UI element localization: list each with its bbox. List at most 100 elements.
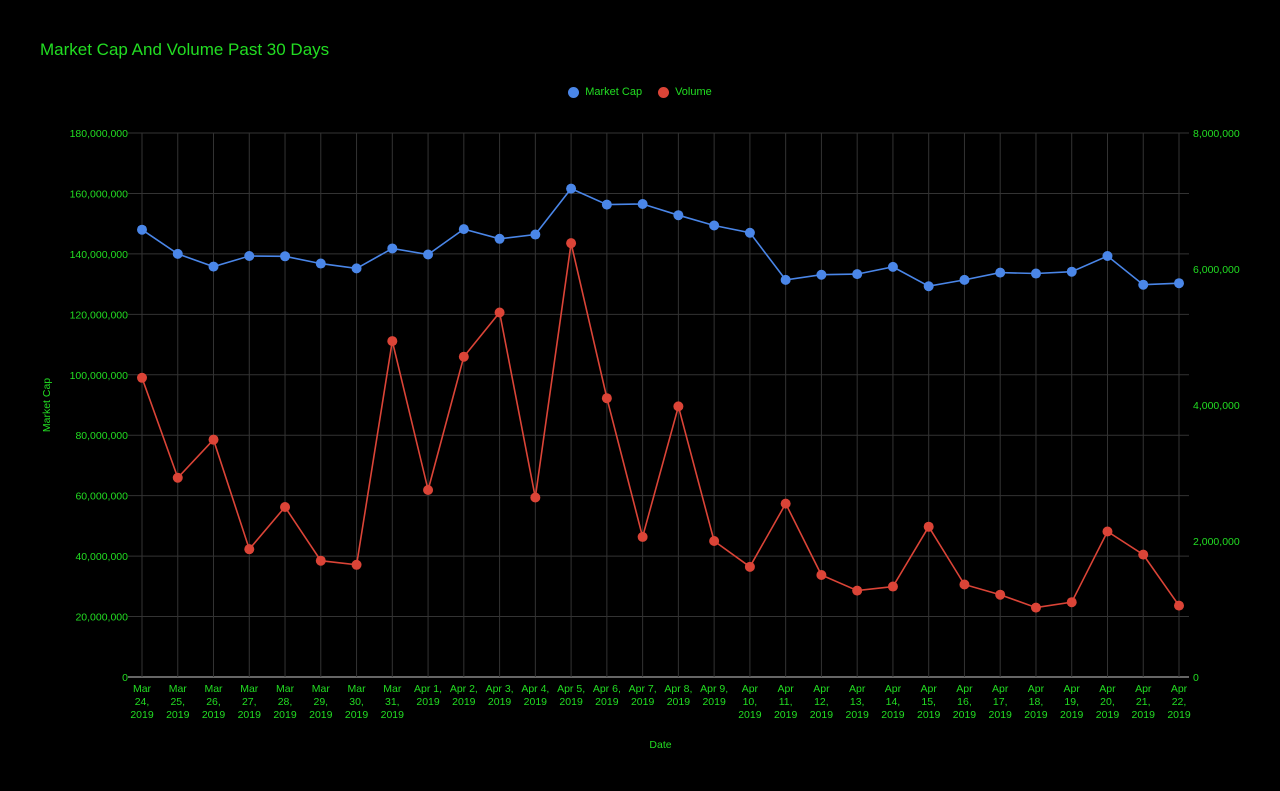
x-tick-label: Apr 5, 2019 [557, 683, 585, 708]
x-tick-label: Apr 9, 2019 [700, 683, 728, 708]
data-point-market-cap [423, 249, 434, 260]
series-line-market-cap [141, 187, 1180, 288]
y2-tick-label: 6,000,000 [1193, 264, 1240, 276]
data-point-volume [387, 336, 398, 347]
x-tick-label: Apr 4, 2019 [521, 683, 549, 708]
data-point-volume [995, 589, 1006, 600]
data-point-volume [1138, 549, 1149, 560]
data-point-volume [601, 393, 612, 404]
data-point-market-cap [351, 263, 362, 274]
x-tick-label: Apr 21, 2019 [1132, 683, 1156, 721]
x-tick-label: Apr 17, 2019 [989, 683, 1013, 721]
data-point-market-cap [280, 251, 291, 262]
data-point-market-cap [601, 199, 612, 210]
data-point-volume [816, 570, 827, 580]
data-point-volume [887, 581, 898, 592]
data-point-volume [208, 434, 219, 445]
y-tick-label: 80,000,000 [75, 430, 128, 442]
data-point-market-cap [244, 251, 255, 262]
y-tick-label: 20,000,000 [75, 612, 128, 624]
data-point-volume [351, 559, 362, 570]
legend: Market Cap Volume [0, 86, 1280, 98]
x-tick-label: Apr 11, 2019 [774, 683, 798, 721]
data-point-volume [959, 579, 970, 590]
chart-title: Market Cap And Volume Past 30 Days [40, 40, 330, 59]
y2-tick-label: 4,000,000 [1193, 400, 1240, 412]
x-axis-title: Date [649, 739, 671, 751]
data-point-market-cap [816, 269, 827, 280]
legend-label-market-cap: Market Cap [585, 86, 643, 98]
data-point-market-cap [959, 274, 970, 285]
data-point-market-cap [923, 281, 934, 292]
data-point-market-cap [744, 227, 755, 238]
data-point-volume [1102, 526, 1113, 537]
data-point-volume [780, 498, 791, 509]
data-point-market-cap [637, 199, 648, 210]
y2-tick-label: 8,000,000 [1193, 128, 1240, 140]
x-tick-label: Apr 6, 2019 [593, 683, 621, 708]
x-tick-label: Apr 12, 2019 [810, 683, 834, 721]
x-tick-label: Apr 19, 2019 [1060, 683, 1084, 721]
x-tick-label: Apr 22, 2019 [1167, 683, 1191, 721]
data-point-market-cap [566, 183, 577, 194]
y2-tick-label: 2,000,000 [1193, 536, 1240, 548]
legend-label-volume: Volume [675, 86, 712, 98]
data-point-market-cap [780, 274, 791, 285]
data-point-market-cap [709, 220, 720, 231]
legend-marker-market-cap [568, 86, 580, 98]
data-point-volume [530, 492, 541, 503]
x-tick-label: Mar 31, 2019 [381, 683, 405, 721]
x-tick-label: Apr 8, 2019 [664, 683, 692, 708]
y-tick-label: 140,000,000 [70, 249, 129, 261]
data-point-volume [458, 351, 469, 362]
data-point-volume [852, 585, 863, 596]
x-tick-label: Mar 30, 2019 [345, 683, 369, 721]
data-point-volume [1030, 602, 1041, 613]
x-tick-label: Apr 15, 2019 [917, 683, 941, 721]
x-tick-label: Mar 29, 2019 [309, 683, 333, 721]
data-point-volume [315, 555, 326, 566]
data-point-market-cap [995, 267, 1006, 278]
data-point-market-cap [172, 248, 183, 259]
data-point-volume [244, 544, 255, 555]
data-point-volume [280, 502, 291, 512]
x-tick-label: Mar 25, 2019 [166, 683, 190, 721]
data-point-market-cap [852, 269, 863, 280]
x-tick-label: Mar 26, 2019 [202, 683, 226, 721]
x-tick-label: Mar 27, 2019 [238, 683, 262, 721]
y-tick-label: 60,000,000 [75, 491, 128, 503]
data-point-market-cap [887, 261, 898, 272]
legend-marker-volume [658, 86, 670, 98]
x-tick-label: Mar 24, 2019 [130, 683, 154, 721]
legend-item-market-cap[interactable]: Market Cap [568, 86, 642, 98]
x-tick-label: Apr 13, 2019 [845, 683, 869, 721]
data-point-market-cap [137, 224, 147, 235]
y-tick-label: 180,000,000 [70, 128, 129, 140]
data-point-market-cap [494, 233, 505, 244]
data-point-market-cap [1174, 278, 1184, 289]
x-tick-label: Mar 28, 2019 [273, 683, 297, 721]
x-tick-label: Apr 7, 2019 [629, 683, 657, 708]
data-point-market-cap [1138, 279, 1149, 290]
y2-tick-label: 0 [1193, 672, 1199, 684]
data-point-market-cap [673, 210, 684, 221]
data-point-market-cap [458, 224, 469, 235]
data-point-volume [1066, 597, 1077, 608]
data-point-volume [709, 536, 720, 546]
legend-item-volume[interactable]: Volume [658, 86, 712, 98]
data-point-market-cap [1030, 268, 1041, 279]
data-point-market-cap [1066, 266, 1077, 277]
data-point-volume [423, 485, 434, 495]
data-point-volume [1174, 600, 1184, 611]
data-point-market-cap [1102, 251, 1113, 262]
data-point-volume [566, 238, 577, 249]
data-point-volume [637, 531, 648, 542]
data-point-volume [744, 561, 755, 572]
data-point-market-cap [387, 243, 398, 254]
x-tick-label: Apr 18, 2019 [1024, 683, 1048, 721]
data-point-market-cap [208, 261, 219, 272]
x-tick-label: Apr 20, 2019 [1096, 683, 1120, 721]
series-line-volume [141, 243, 1180, 609]
data-point-volume [673, 401, 684, 412]
x-tick-label: Apr 3, 2019 [486, 683, 514, 708]
